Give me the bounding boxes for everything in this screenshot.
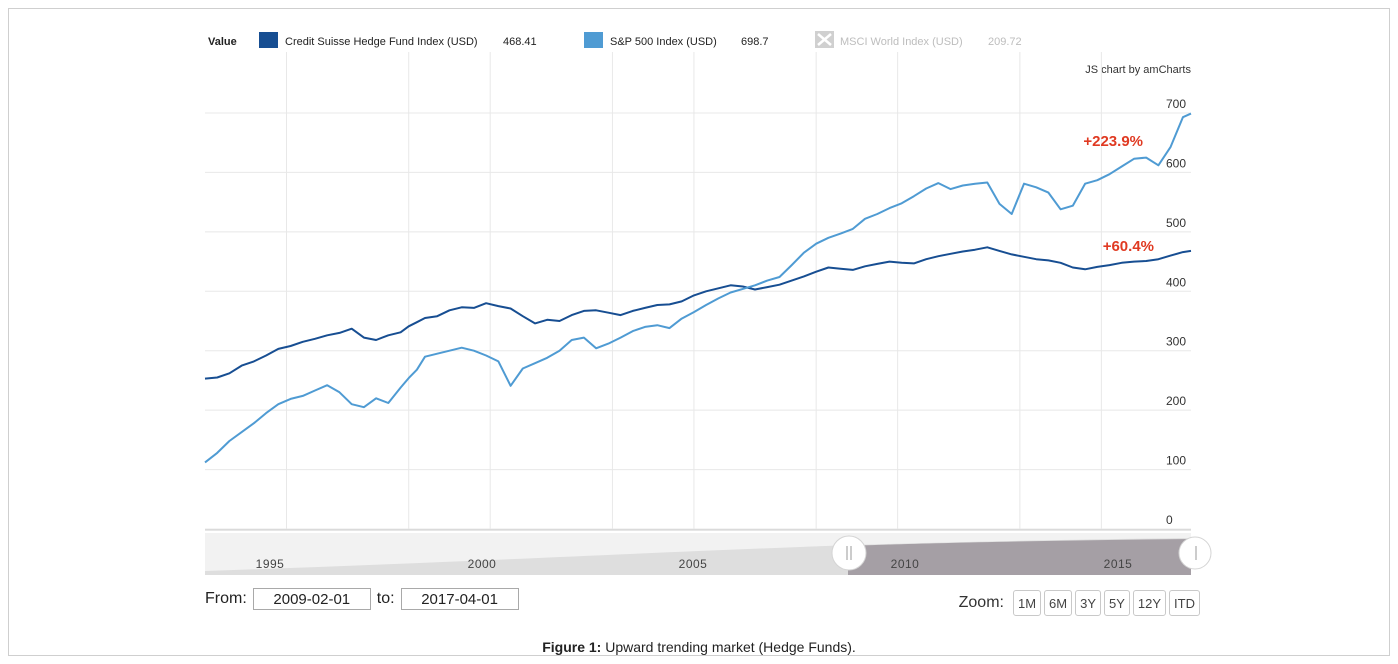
zoom-5y-button[interactable]: 5Y (1104, 590, 1130, 616)
zoom-12y-button[interactable]: 12Y (1132, 590, 1167, 616)
y-tick-label: 400 (1166, 275, 1186, 289)
caption-text: Upward trending market (Hedge Funds). (601, 639, 856, 655)
legend-label-sp500[interactable]: S&P 500 Index (USD) (610, 36, 717, 48)
legend-value-sp500: 698.7 (741, 36, 769, 48)
chart-frame (8, 8, 1390, 656)
amcharts-credit[interactable]: JS chart by amCharts (1085, 64, 1191, 76)
legend-marker-msci-disabled-icon[interactable] (815, 31, 834, 48)
navigator-left-handle[interactable] (831, 535, 867, 571)
plot-area (204, 112, 1192, 464)
navigator-right-handle[interactable] (1178, 536, 1212, 570)
legend-marker-hedge[interactable] (259, 32, 278, 48)
y-tick-label: 100 (1166, 454, 1186, 468)
legend-label-msci[interactable]: MSCI World Index (USD) (840, 36, 963, 48)
zoom-3y-button[interactable]: 3Y (1075, 590, 1101, 616)
series-line-hedge[interactable] (204, 246, 1192, 380)
annotation-hedge-change: +60.4% (1103, 238, 1154, 255)
navigator-year-label: 2015 (1104, 557, 1133, 571)
grid (205, 52, 1191, 531)
period-range: From: to: (205, 588, 525, 610)
navigator-year-label: 2005 (679, 557, 708, 571)
to-date-input[interactable] (400, 588, 519, 610)
y-tick-label: 600 (1166, 156, 1186, 170)
series-line-sp500[interactable] (204, 112, 1192, 464)
navigator-scrollbar[interactable]: 1995 2000 2005 2010 2015 (205, 533, 1212, 575)
from-date-input[interactable] (252, 588, 371, 610)
legend-marker-sp500[interactable] (584, 32, 603, 48)
amcharts-stock-chart: Value Credit Suisse Hedge Fund Index (US… (204, 31, 1212, 575)
y-tick-label: 0 (1166, 513, 1173, 527)
navigator-years: 1995 2000 2005 2010 2015 (256, 557, 1133, 571)
navigator-selection[interactable] (848, 539, 1191, 575)
from-label: From: (205, 590, 247, 607)
legend-value-msci: 209.72 (988, 36, 1022, 48)
legend-title: Value (208, 36, 237, 48)
annotation-sp500-change: +223.9% (1083, 133, 1143, 150)
y-axis: 0 100 200 300 400 500 600 700 (1166, 97, 1186, 527)
navigator-year-label: 2010 (891, 557, 920, 571)
y-tick-label: 200 (1166, 394, 1186, 408)
y-tick-label: 700 (1166, 97, 1186, 111)
y-tick-label: 300 (1166, 335, 1186, 349)
zoom-itd-button[interactable]: ITD (1169, 590, 1200, 616)
legend: Value Credit Suisse Hedge Fund Index (US… (208, 31, 1022, 48)
navigator-year-label: 2000 (468, 557, 497, 571)
legend-label-hedge[interactable]: Credit Suisse Hedge Fund Index (USD) (285, 36, 478, 48)
navigator-year-label: 1995 (256, 557, 285, 571)
to-label: to: (376, 590, 395, 607)
zoom-1m-button[interactable]: 1M (1012, 590, 1042, 616)
caption-label: Figure 1: (542, 639, 602, 655)
figure-caption: Figure 1: Upward trending market (Hedge … (0, 639, 1398, 655)
zoom-selector: Zoom: 1M 6M 3Y 5Y 12Y ITD (959, 590, 1200, 616)
zoom-6m-button[interactable]: 6M (1044, 590, 1073, 616)
y-tick-label: 500 (1166, 216, 1186, 230)
legend-value-hedge: 468.41 (503, 36, 537, 48)
zoom-label: Zoom: (958, 594, 1004, 611)
